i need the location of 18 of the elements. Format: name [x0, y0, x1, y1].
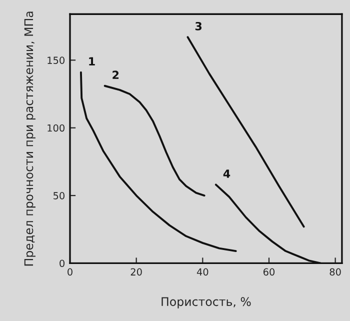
y-tick-label: 50	[54, 192, 64, 200]
x-tick-label: 40	[196, 268, 208, 276]
series-label: 1	[89, 57, 95, 66]
series-label: 3	[195, 22, 202, 30]
x-axis-title: Пористость, %	[162, 297, 251, 308]
line-series	[186, 36, 305, 228]
line-series	[104, 84, 206, 197]
y-axis-title: Предел прочности при растяжении, МПа	[24, 12, 36, 266]
series-label: 2	[112, 70, 119, 79]
line-series	[80, 71, 237, 252]
x-tick-label: 0	[68, 268, 72, 276]
series-label: 4	[223, 170, 230, 178]
x-tick-label: 60	[263, 268, 275, 276]
x-tick-label: 20	[130, 268, 142, 276]
y-tick-label: 0	[60, 260, 64, 268]
y-tick-label: 100	[48, 124, 64, 132]
y-tick-label: 150	[48, 56, 64, 64]
x-tick-label: 80	[330, 268, 341, 276]
